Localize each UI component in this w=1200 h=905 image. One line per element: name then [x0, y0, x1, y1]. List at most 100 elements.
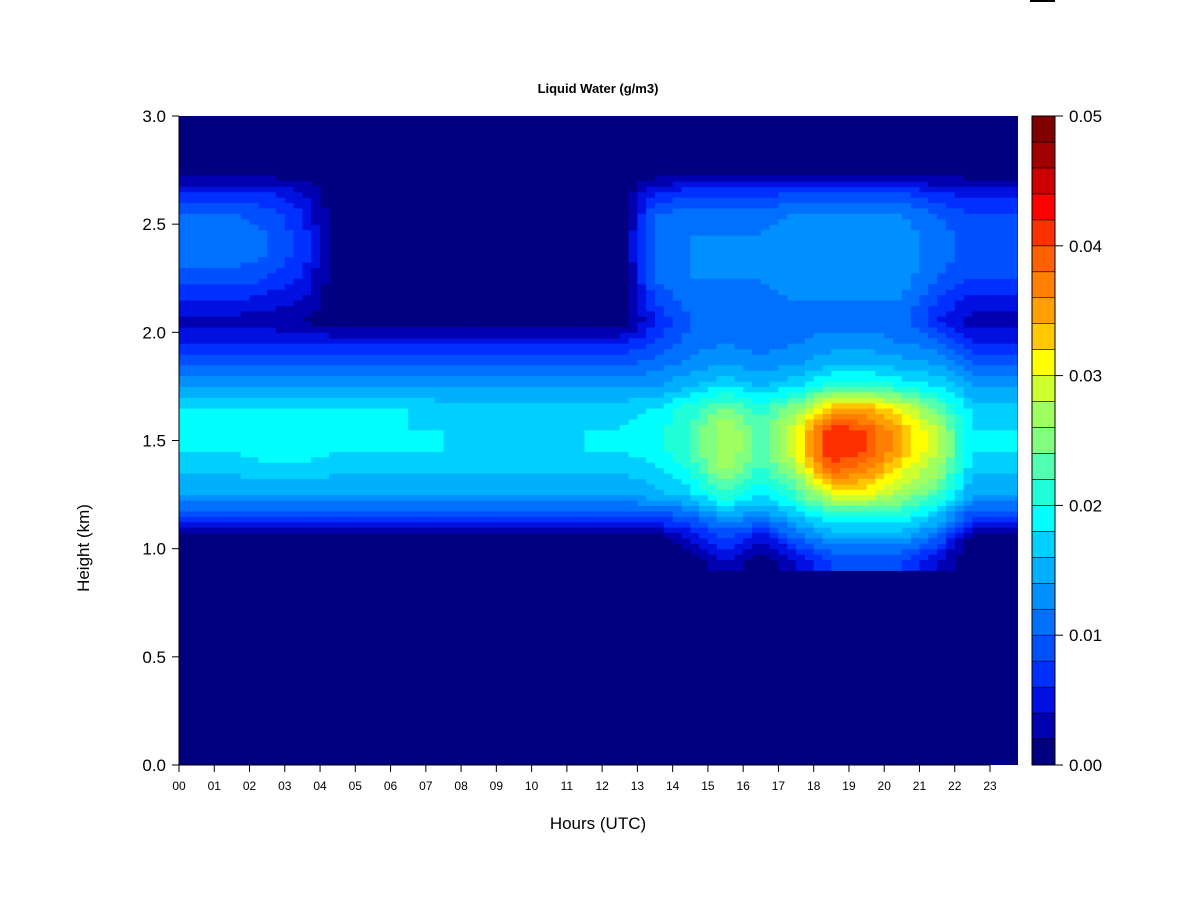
- heatmap-cell: [778, 267, 788, 274]
- heatmap-cell: [293, 364, 303, 371]
- heatmap-cell: [893, 564, 903, 571]
- heatmap-cell: [179, 218, 189, 225]
- heatmap-cell: [875, 326, 885, 333]
- heatmap-cell: [417, 391, 427, 398]
- heatmap-cell: [928, 381, 938, 387]
- heatmap-cell: [549, 494, 559, 501]
- heatmap-cell: [346, 424, 356, 431]
- heatmap-cell: [884, 370, 894, 377]
- heatmap-cell: [390, 527, 400, 533]
- heatmap-cell: [469, 521, 480, 528]
- heatmap-cell: [372, 500, 383, 506]
- heatmap-cell: [284, 500, 295, 506]
- heatmap-cell: [558, 429, 568, 436]
- heatmap-cell: [372, 408, 383, 415]
- heatmap-cell: [381, 337, 392, 344]
- heatmap-cell: [928, 343, 938, 350]
- heatmap-cell: [787, 289, 797, 296]
- heatmap-cell: [496, 343, 506, 350]
- heatmap-cell: [699, 180, 709, 187]
- heatmap-cell: [796, 467, 806, 474]
- heatmap-cell: [760, 289, 771, 296]
- heatmap-cell: [884, 386, 894, 393]
- heatmap-cell: [681, 478, 691, 485]
- heatmap-cell: [707, 272, 718, 279]
- heatmap-cell: [655, 440, 665, 447]
- heatmap-cell: [461, 348, 471, 355]
- heatmap-cell: [381, 456, 392, 463]
- heatmap-cell: [320, 473, 330, 479]
- heatmap-cell: [840, 445, 850, 452]
- heatmap-cell: [840, 408, 850, 415]
- heatmap-cell: [769, 391, 779, 398]
- heatmap-cell: [364, 343, 374, 350]
- heatmap-cell: [707, 299, 718, 306]
- heatmap-cell: [655, 267, 665, 274]
- heatmap-cell: [866, 267, 876, 274]
- heatmap-cell: [205, 467, 215, 474]
- heatmap-cell: [267, 326, 277, 333]
- heatmap-cell: [681, 202, 691, 209]
- heatmap-cell: [399, 359, 409, 366]
- heatmap-cell: [884, 321, 894, 328]
- heatmap-cell: [875, 435, 885, 442]
- heatmap-cell: [575, 456, 586, 463]
- heatmap-cell: [214, 316, 224, 323]
- heatmap-cell: [857, 500, 868, 506]
- heatmap-cell: [857, 564, 868, 571]
- heatmap-cell: [531, 381, 541, 387]
- heatmap-cell: [840, 386, 850, 393]
- heatmap-cell: [646, 467, 656, 474]
- heatmap-cell: [769, 354, 779, 360]
- heatmap-cell: [796, 413, 806, 420]
- heatmap-cell: [690, 283, 700, 290]
- heatmap-cell: [672, 310, 683, 317]
- heatmap-cell: [769, 543, 779, 550]
- heatmap-cell: [734, 321, 744, 328]
- heatmap-cell: [716, 559, 727, 566]
- heatmap-cell: [743, 180, 753, 187]
- heatmap-cell: [804, 207, 815, 214]
- heatmap-cell: [187, 343, 198, 350]
- heatmap-cell: [928, 321, 938, 328]
- heatmap-cell: [769, 283, 779, 290]
- heatmap-cell: [699, 202, 709, 209]
- heatmap-cell: [320, 418, 330, 425]
- heatmap-cell: [760, 418, 771, 425]
- heatmap-cell: [575, 510, 586, 517]
- heatmap-cell: [707, 467, 718, 474]
- heatmap-cell: [196, 408, 206, 415]
- heatmap-cell: [672, 500, 683, 506]
- heatmap-cell: [655, 186, 665, 193]
- heatmap-cell: [258, 305, 268, 312]
- heatmap-cell: [346, 478, 356, 485]
- heatmap-cell: [249, 494, 259, 501]
- heatmap-cell: [355, 435, 365, 442]
- heatmap-cell: [857, 272, 868, 279]
- heatmap-cell: [937, 510, 947, 517]
- heatmap-cell: [267, 316, 277, 323]
- heatmap-cell: [443, 408, 453, 415]
- heatmap-cell: [822, 348, 832, 355]
- heatmap-cell: [752, 213, 762, 220]
- heatmap-cell: [901, 262, 912, 268]
- heatmap-cell: [584, 478, 594, 485]
- heatmap-cell: [752, 191, 762, 198]
- heatmap-cell: [602, 381, 612, 387]
- heatmap-cell: [443, 510, 453, 517]
- heatmap-cell: [619, 386, 630, 393]
- heatmap-cell: [311, 278, 321, 285]
- heatmap-cell: [813, 456, 824, 463]
- heatmap-cell: [276, 381, 286, 387]
- heatmap-cell: [716, 381, 727, 387]
- heatmap-cell: [293, 413, 303, 420]
- heatmap-cell: [196, 207, 206, 214]
- heatmap-cell: [196, 516, 206, 523]
- heatmap-cell: [302, 397, 312, 404]
- heatmap-cell: [690, 354, 700, 360]
- heatmap-cell: [276, 456, 286, 463]
- heatmap-cell: [487, 375, 497, 382]
- heatmap-cell: [549, 478, 559, 485]
- heatmap-cell: [575, 440, 586, 447]
- heatmap-cell: [179, 489, 189, 496]
